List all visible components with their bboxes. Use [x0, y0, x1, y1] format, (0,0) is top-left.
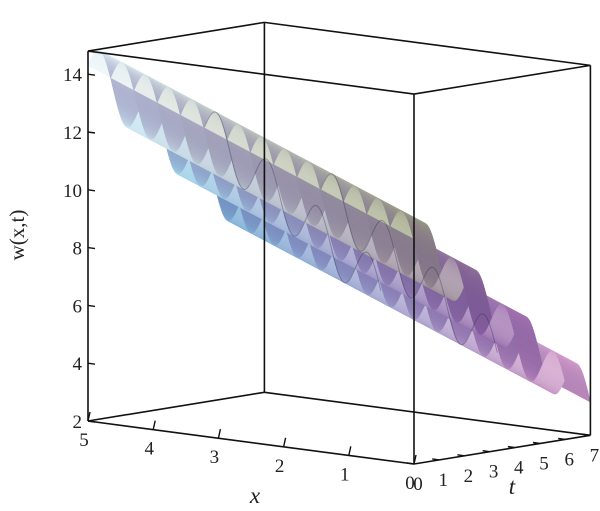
t-tick-label: 6: [564, 449, 574, 470]
z-tick-mark: [87, 131, 96, 134]
box-edge-top-front: [87, 50, 415, 95]
t-tick-mark: [507, 445, 515, 449]
x-tick-mark: [152, 420, 156, 430]
z-tick-mark: [87, 304, 96, 308]
box-edge-bottom-front: [87, 420, 415, 465]
t-tick-label: 2: [464, 466, 474, 487]
t-axis-label: t: [509, 474, 516, 499]
z-tick-mark: [87, 246, 96, 250]
box-edge-bottom-left: [87, 391, 265, 422]
z-tick-label: 12: [63, 123, 82, 144]
surface-gridline: [203, 111, 382, 291]
x-tick-mark: [217, 429, 222, 439]
z-tick-mark: [87, 420, 96, 423]
x-tick-mark: [282, 437, 287, 447]
box-edge-bottom-back: [264, 391, 591, 437]
x-tick-label: 1: [340, 464, 350, 485]
t-tick-mark: [532, 441, 541, 445]
box-edge-top-back: [264, 21, 591, 67]
box-edge-bottom-right: [413, 434, 591, 465]
bounding-box: [87, 21, 592, 465]
x-tick-label: 3: [210, 447, 220, 468]
x-tick-label: 0: [405, 473, 415, 494]
surface-gridline: [320, 173, 498, 353]
x-tick-label: 2: [275, 456, 285, 477]
z-tick-label: 6: [73, 296, 83, 317]
z-tick-label: 4: [73, 354, 83, 375]
z-tick-mark: [87, 362, 96, 365]
box-edge-top-right: [413, 64, 591, 95]
t-tick-label: 1: [438, 470, 448, 491]
z-tick-mark: [87, 189, 96, 192]
t-tick-mark: [406, 462, 415, 465]
t-tick-label: 3: [489, 462, 499, 483]
z-tick-label: 8: [73, 239, 83, 260]
t-tick-mark: [457, 454, 465, 457]
t-tick-mark: [558, 437, 566, 441]
x-axis-label: x: [249, 483, 261, 508]
box-edge-top-left: [87, 21, 265, 52]
z-tick-label: 14: [63, 65, 83, 86]
z-tick-label: 10: [63, 181, 82, 202]
t-tick-label: 7: [590, 445, 600, 466]
surface: [87, 49, 591, 403]
x-tick-mark: [348, 446, 352, 456]
x-tick-mark: [413, 454, 417, 465]
t-tick-mark: [482, 450, 490, 453]
x-tick-label: 4: [144, 439, 154, 460]
t-tick-label: 5: [539, 454, 549, 475]
z-axis-label: w(x,t): [5, 210, 29, 261]
t-tick-label: 4: [514, 458, 524, 479]
x-tick-mark: [87, 411, 91, 422]
z-tick-label: 2: [73, 412, 83, 433]
z-tick-mark: [87, 73, 96, 76]
t-tick-mark: [432, 458, 440, 461]
x-tick-label: 5: [79, 430, 89, 451]
t-tick-mark: [583, 433, 591, 436]
t-tick-label: 0: [413, 474, 423, 495]
